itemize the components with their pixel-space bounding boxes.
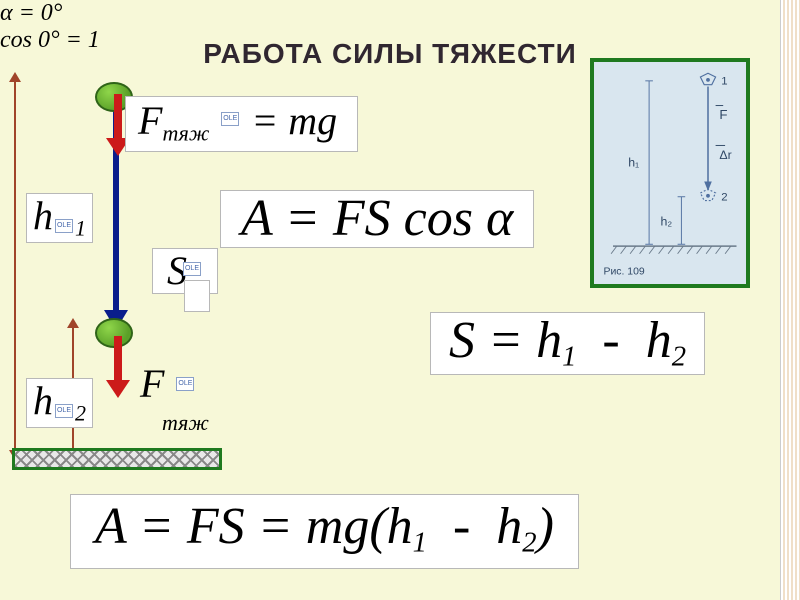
sym-S-eq: S = [449,312,523,369]
slide-edge-stripe [780,0,800,600]
label-F-bottom: F OLE тяж [130,362,206,450]
final-h2s: 2 [522,528,536,559]
sub-tyazh2: тяж [162,410,209,435]
sub-tyazh: тяж [162,121,209,146]
reference-figure-svg: 1 F Δr 2 h₁ h₂ [594,62,746,284]
final-minus: - [453,498,470,555]
ref-label-h1: h₁ [628,155,639,169]
sub-1: 1 [75,216,86,241]
sub-2: 2 [75,401,86,426]
eq-s-equals-h1-h2: S = h1 - h2 [430,312,705,375]
final-h2: h [496,498,522,555]
sym-mg: mg [288,98,337,143]
label-h2: hOLE2 [26,378,93,428]
ref-label-h2: h₂ [661,214,673,228]
ground-bar [12,448,222,470]
minus-a: - [602,312,619,369]
ole-badge-icon: OLE [183,262,201,276]
eq-final: A = FS = mg(h1 - h2) [70,494,579,569]
slide-canvas: РАБОТА СИЛЫ ТЯЖЕСТИ Fтяж OLE = mg hOLE1 … [0,0,780,600]
eq-alpha-zero: α = 0° [0,0,780,27]
final-h1s: 1 [413,528,427,559]
ole-badge-icon: OLE [176,377,194,391]
sym-F2: F [140,361,164,406]
ole-badge-icon: OLE [221,112,239,126]
ref-label-2: 2 [721,192,727,204]
eq-f-equals-mg: Fтяж OLE = mg [125,96,358,152]
label-h1: hOLE1 [26,193,93,243]
page-title: РАБОТА СИЛЫ ТЯЖЕСТИ [203,38,576,70]
sym-F: F [138,98,162,143]
sub-1a: 1 [562,342,576,373]
final-close: ) [537,498,554,555]
sym-h: h [33,193,53,238]
ole-badge-icon: OLE [55,219,73,233]
ole-badge-icon: OLE [55,404,73,418]
eq-afs-text: A = FS cos α [241,190,513,247]
eq-a-fs-cos: A = FS cos α [220,190,534,248]
ref-label-1: 1 [721,76,727,88]
ref-label-dr: Δr [719,148,731,162]
dim-full-height [14,80,16,452]
ref-label-F: F [719,107,727,122]
sym-h1a: h [536,312,562,369]
ole-placeholder-box [184,280,210,312]
sym-h2: h [33,378,53,423]
final-h1: h [387,498,413,555]
reference-figure: 1 F Δr 2 h₁ h₂ [590,58,750,288]
op-eq: = [251,98,278,143]
sub-2a: 2 [672,342,686,373]
sym-h2a: h [646,312,672,369]
ref-caption: Рис. 109 [604,267,645,278]
ground-hatch [15,451,219,467]
final-lhs: A = FS = [95,498,293,555]
final-mg: mg( [306,498,387,555]
